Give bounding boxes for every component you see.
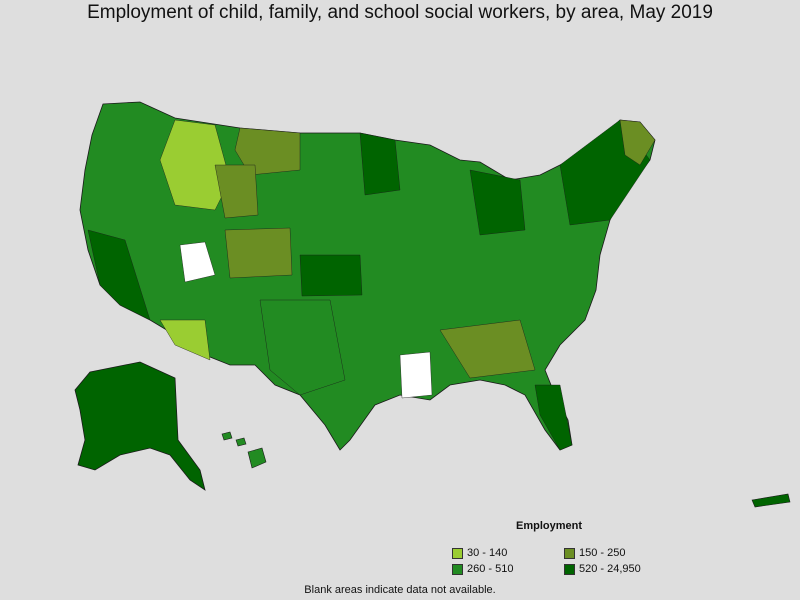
legend-item-520-24950: 520 - 24,950 — [564, 562, 676, 576]
legend-item-150-250: 150 - 250 — [564, 546, 676, 560]
legend-item-30-140: 30 - 140 — [452, 546, 564, 560]
puerto-rico-region — [751, 493, 791, 508]
region-texas-west — [259, 299, 346, 396]
region-southeast — [439, 319, 536, 379]
legend-item-260-510: 260 - 510 — [452, 562, 564, 576]
region-kansas — [299, 254, 363, 297]
region-northern-plains — [234, 127, 301, 176]
region-utah-blank — [179, 241, 216, 283]
legend-label: 260 - 510 — [467, 563, 514, 575]
footnote: Blank areas indicate data not available. — [304, 584, 496, 596]
region-wyoming — [214, 164, 259, 219]
region-florida — [534, 384, 573, 451]
legend-swatch — [564, 547, 575, 559]
legend-label: 150 - 250 — [579, 547, 626, 559]
legend-swatch — [452, 563, 463, 575]
legend-swatch — [452, 547, 463, 559]
region-north-woods — [359, 132, 401, 196]
region-colorado — [224, 227, 293, 279]
region-arizona-south — [159, 319, 211, 361]
map-title: Employment of child, family, and school … — [87, 2, 713, 23]
legend-swatch — [564, 563, 575, 575]
alaska-region — [74, 361, 206, 491]
region-mississippi-blank — [399, 351, 433, 399]
legend-label: 520 - 24,950 — [579, 563, 641, 575]
region-california — [87, 229, 151, 321]
map-legend: Employment 30 - 140 150 - 250 260 - 510 … — [452, 520, 682, 576]
legend-title: Employment — [516, 520, 583, 532]
region-mountain-west — [159, 119, 231, 211]
hawaii-region — [221, 431, 267, 469]
region-maine — [619, 119, 656, 166]
region-great-lakes — [469, 169, 526, 236]
legend-label: 30 - 140 — [467, 547, 508, 559]
legend-grid: 30 - 140 150 - 250 260 - 510 520 - 24,95… — [452, 546, 682, 576]
